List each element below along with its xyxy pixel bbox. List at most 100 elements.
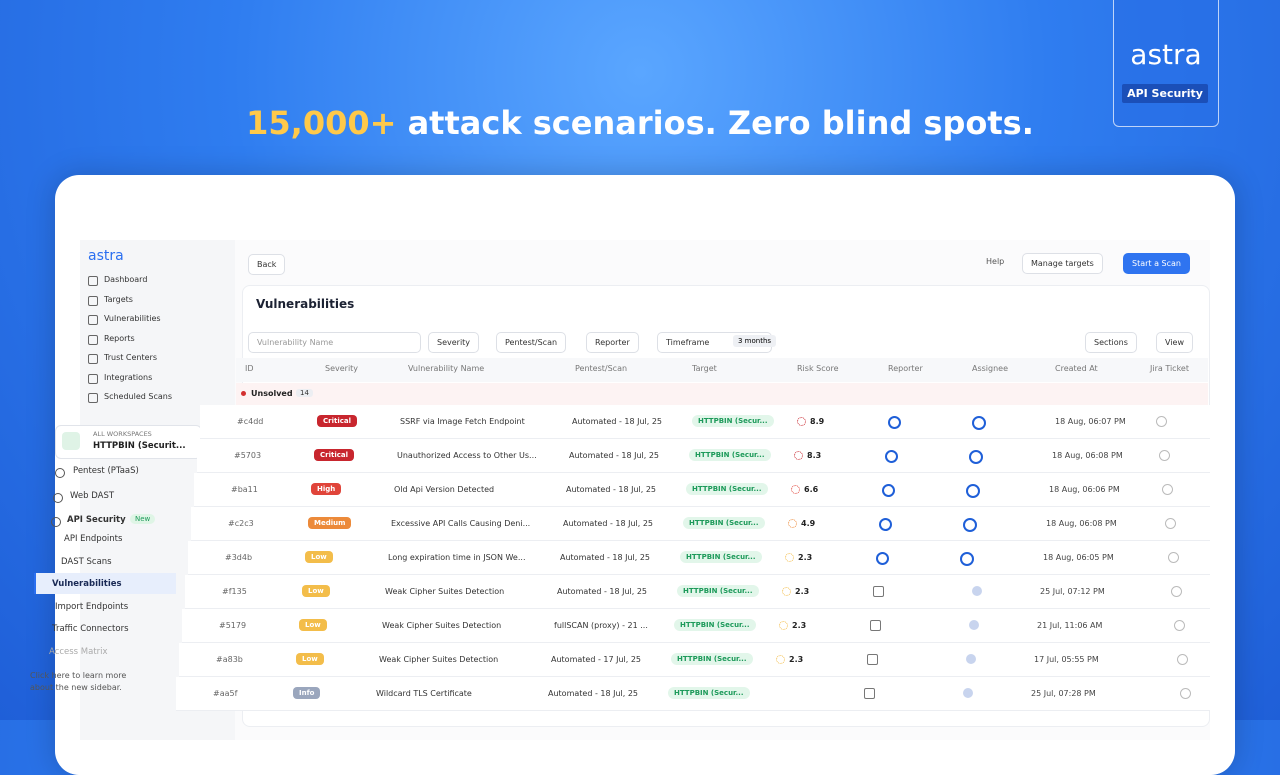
filter-button[interactable]: Reporter [586,332,639,353]
column-header[interactable]: Target [692,364,717,373]
sidebar-hint[interactable]: Click here to learn more about the new s… [30,671,127,692]
workspace-caption: ALL WORKSPACES [93,430,152,438]
workspace-name: HTTPBIN (Securit... [93,441,186,451]
target-tag: HTTPBIN (Secur... [683,517,765,529]
brand-product: API Security [1122,84,1208,103]
assignee-icon [960,552,974,566]
nav-icon [88,315,98,325]
table-row[interactable] [194,473,1210,507]
created-at: 18 Aug, 06:06 PM [1049,485,1120,494]
product-icon [51,517,61,527]
timeframe-value: 3 months [733,335,777,347]
pentest-scan: Automated - 18 Jul, 25 [557,587,648,596]
column-header[interactable]: ID [245,364,254,373]
back-button[interactable]: Back [248,254,286,275]
nav-icon [88,373,98,384]
row-id: #5703 [234,451,262,460]
group-row [236,383,1208,405]
reporter-icon [870,620,881,631]
jira-add[interactable] [1168,552,1179,563]
sub-nav-item[interactable]: DAST Scans [61,556,112,567]
risk-score: 6.6 [804,485,819,494]
product-icon [53,492,63,503]
sub-nav-item[interactable]: API Endpoints [64,534,123,544]
risk-score: 2.3 [795,587,810,596]
vulnerability-name: Excessive API Calls Causing Deni... [391,519,531,528]
risk-score: 2.3 [798,553,813,562]
reporter-icon [876,552,889,565]
severity-badge: Info [293,687,321,699]
nav-item[interactable]: Reports [104,333,135,343]
jira-add[interactable] [1162,484,1173,495]
column-header[interactable]: Pentest/Scan [575,364,628,373]
table-row[interactable] [185,575,1210,609]
jira-add[interactable] [1159,450,1170,461]
reporter-icon [882,484,895,497]
column-header[interactable]: Severity [325,364,359,373]
risk-ring [797,417,806,426]
severity-badge: Low [302,585,330,597]
sub-nav-item[interactable]: Vulnerabilities [52,579,122,589]
vulnerability-name: Old Api Version Detected [394,485,495,494]
column-header[interactable]: Assignee [972,364,1009,373]
assignee-icon [966,654,976,664]
jira-add[interactable] [1177,654,1188,665]
created-at: 17 Jul, 05:55 PM [1034,655,1099,664]
headline: 15,000+ attack scenarios. Zero blind spo… [0,104,1280,142]
sub-nav-item[interactable]: Import Endpoints [55,601,129,612]
nav-icon [88,295,98,306]
column-header[interactable]: Reporter [888,364,923,373]
filter-button[interactable]: Pentest/Scan [496,332,567,353]
start-scan-button[interactable]: Start a Scan [1123,253,1190,274]
jira-add[interactable] [1156,416,1167,427]
target-tag: HTTPBIN (Secur... [689,449,771,461]
sub-nav-item[interactable]: Traffic Connectors [52,624,129,634]
jira-add[interactable] [1180,688,1191,699]
nav-icon [88,354,98,364]
nav-item[interactable]: Trust Centers [104,353,158,362]
column-header[interactable]: Risk Score [797,364,839,373]
pentest-scan: Automated - 18 Jul, 25 [569,451,660,460]
severity-badge: Critical [317,415,358,427]
nav-icon [88,276,98,286]
created-at: 21 Jul, 11:06 AM [1037,621,1103,630]
workspace-icon [62,432,80,450]
assignee-icon [969,450,983,464]
brand-badge: astra API Security [1113,0,1219,127]
column-header[interactable]: Vulnerability Name [408,364,485,373]
nav-item[interactable]: Scheduled Scans [104,392,172,401]
manage-targets-button[interactable]: Manage targets [1022,253,1103,274]
jira-add[interactable] [1165,518,1176,529]
view-button[interactable]: View [1156,332,1193,353]
severity-badge: Critical [314,449,355,461]
risk-ring [779,621,788,630]
sections-button[interactable]: Sections [1085,332,1137,353]
product-item[interactable]: Web DAST [70,490,115,501]
target-tag: HTTPBIN (Secur... [674,619,756,631]
created-at: 18 Aug, 06:07 PM [1055,417,1126,426]
nav-item[interactable]: Vulnerabilities [104,314,161,323]
sub-nav-item[interactable]: Access Matrix [49,646,108,657]
filter-button[interactable]: Severity [428,332,480,353]
column-header[interactable]: Created At [1055,364,1098,373]
row-id: #a83b [216,655,243,664]
product-item[interactable]: API Security [67,515,126,525]
created-at: 25 Jul, 07:12 PM [1040,587,1105,596]
pentest-scan: Automated - 18 Jul, 25 [572,417,663,426]
table-header-bg [236,358,1208,382]
jira-add[interactable] [1174,620,1185,631]
jira-add[interactable] [1171,586,1182,597]
nav-item[interactable]: Integrations [104,372,153,382]
product-item[interactable]: Pentest (PTaaS) [73,466,139,476]
row-id: #f135 [222,587,247,596]
nav-item[interactable]: Dashboard [104,275,148,284]
assignee-icon [972,416,986,430]
nav-icon [88,393,98,403]
search-input[interactable]: Vulnerability Name [248,332,421,353]
headline-highlight: 15,000+ [246,104,397,142]
nav-item[interactable]: Targets [104,294,133,304]
column-header[interactable]: Jira Ticket [1150,364,1189,373]
created-at: 18 Aug, 06:05 PM [1043,553,1114,562]
target-tag: HTTPBIN (Secur... [686,483,768,495]
help-button[interactable]: Help [986,257,1005,266]
